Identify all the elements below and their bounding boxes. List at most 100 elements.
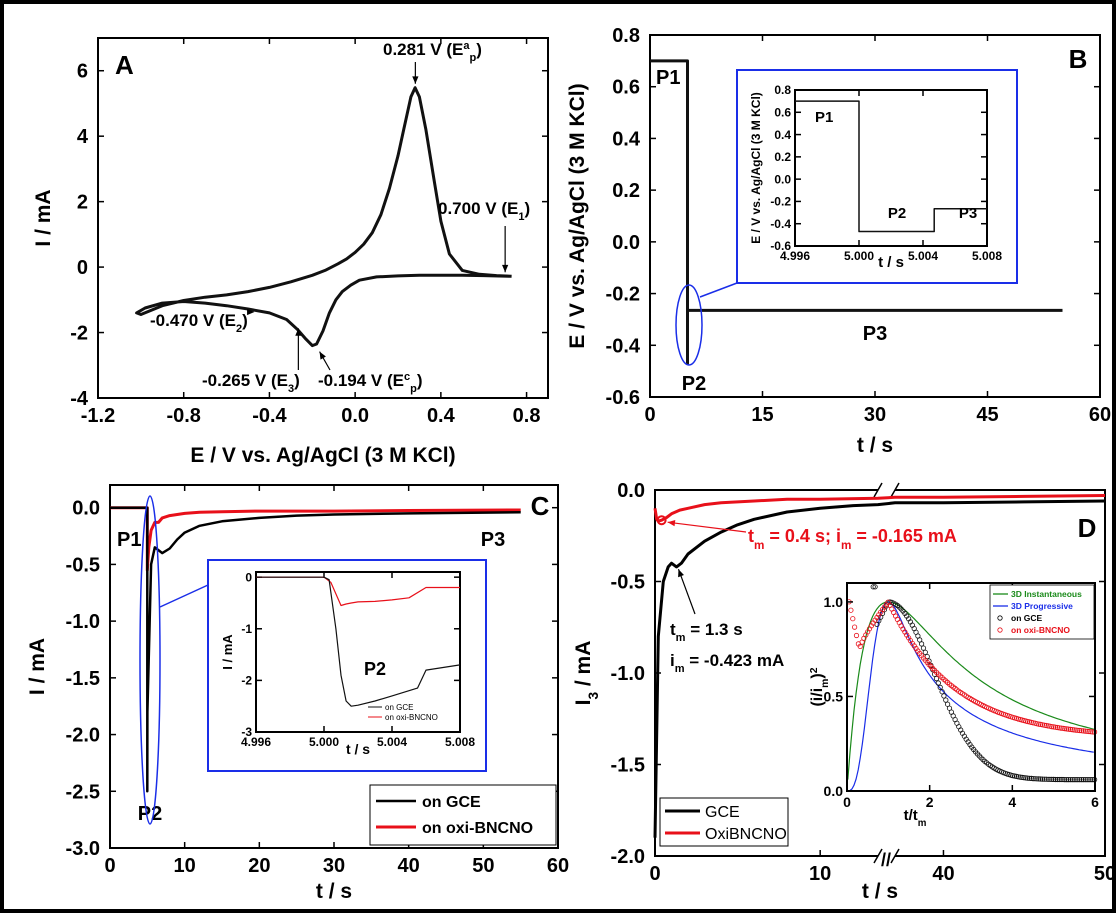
gce-point: [1015, 774, 1021, 780]
annotation-part: (i/i: [809, 688, 826, 707]
annotation-part: t: [670, 620, 676, 639]
y-tick-label: -2: [241, 674, 252, 688]
gce-point: [1079, 776, 1085, 783]
y-tick-label: 0.2: [774, 150, 791, 164]
annotation: -0.194 V (Ecp): [318, 371, 423, 395]
annotation-part: 2: [236, 323, 242, 335]
gce-point: [1047, 776, 1053, 782]
annotation-part: i: [670, 651, 675, 670]
oxi-point: [1030, 720, 1036, 726]
gce-point: [1045, 776, 1051, 782]
oxi-point: [1080, 728, 1087, 734]
oxi-point: [1051, 724, 1057, 730]
annotation-part: 0.281 V (E: [383, 40, 463, 59]
y-tick-label: 0.8: [774, 83, 791, 97]
gce-point: [918, 641, 925, 647]
arrow-head: [247, 308, 255, 316]
annotation-part: m: [918, 818, 927, 829]
y-tick-label: -2.5: [66, 781, 100, 803]
gce-point: [1032, 776, 1038, 782]
y-tick-label: -0.5: [66, 554, 100, 576]
oxi-point: [1043, 722, 1049, 729]
oxi-point: [850, 616, 856, 622]
y-tick-label: -0.6: [770, 239, 791, 253]
oxi-point: [1060, 725, 1066, 731]
annotation-part: t: [748, 526, 754, 546]
oxi-point: [1056, 725, 1062, 731]
oxi-point: [1086, 728, 1092, 735]
x-tick-label: -0.8: [166, 405, 200, 427]
gce-point: [1026, 775, 1033, 781]
gce-point: [1060, 776, 1066, 783]
oxi-point: [1052, 724, 1059, 730]
panel-d-inset-progressive: [847, 601, 1094, 792]
gce-point: [1052, 776, 1059, 783]
panel-d-ylabel: I3 / mA: [572, 641, 601, 706]
panel-a-cv-curve: [135, 86, 512, 348]
annotation-part: -0.194 V (E: [318, 371, 404, 390]
oxi-point: [1025, 718, 1031, 725]
panel-b: 0 15 30 45 60 -0.6 -0.4 -0.2 0.0 0.2 0.4 0.6 0.8 t / …: [566, 25, 1111, 457]
gce-point: [1038, 776, 1044, 782]
x-tick-label: 5.008: [972, 249, 1002, 263]
gce-point: [937, 684, 943, 691]
gce-point: [1049, 776, 1055, 783]
panel-d-series-gce: [653, 499, 1106, 838]
x-tick-label: 60: [547, 855, 569, 877]
oxi-point: [848, 607, 854, 613]
x-tick-label: 40: [932, 863, 954, 885]
y-tick-label: -0.4: [770, 217, 791, 231]
annotation-part: 2: [809, 667, 820, 673]
inset-legend-label: on GCE: [1011, 613, 1042, 623]
x-tick-label: 0: [649, 863, 660, 885]
oxi-point: [851, 624, 858, 630]
x-tick-label: 60: [1089, 404, 1111, 426]
oxi-point: [1079, 728, 1085, 734]
panel-c-p2: P2: [138, 803, 162, 825]
gce-point: [1017, 774, 1023, 780]
gce-point: [1064, 776, 1070, 783]
annotation-part: / mA: [572, 641, 595, 692]
y-tick-label: -2.0: [66, 725, 100, 747]
annotation: -0.470 V (E2): [150, 311, 248, 335]
gce-point: [1019, 774, 1025, 781]
y-tick-label: 0.0: [824, 783, 844, 799]
x-tick-label: 50: [472, 855, 494, 877]
panel-d: //0 10 40 50-2.0-1.5-1.0-0.50.0t / sI3 / mA…: [572, 480, 1116, 903]
panel-c-ylabel: I / mA: [26, 638, 49, 695]
y-tick-label: 0.0: [72, 498, 100, 520]
annotation: 0.281 V (Eap): [383, 40, 482, 64]
panel-d-letter: D: [1078, 513, 1097, 543]
panel-b-zoom-connector: [699, 282, 738, 298]
x-tick-label: 2: [926, 794, 934, 810]
oxi-point: [1028, 719, 1034, 726]
gce-point: [1028, 775, 1034, 782]
oxi-point: [1084, 728, 1090, 734]
gce-point: [870, 584, 876, 590]
gce-point: [1051, 776, 1057, 783]
arrow-head: [295, 328, 302, 336]
y-tick-label: -2: [70, 323, 88, 345]
arrow-head: [502, 264, 509, 273]
oxi-point: [1062, 725, 1068, 732]
panel-d-axis-break: //: [881, 850, 891, 870]
panel-d-inset-oxi-points: [846, 599, 1098, 735]
inset-legend-swatch: [997, 615, 1003, 621]
y-tick-label: -0.2: [606, 284, 640, 306]
oxi-point: [1058, 725, 1064, 731]
arrow-head: [412, 76, 419, 84]
y-tick-label: -4: [70, 388, 89, 410]
gce-point: [1080, 776, 1087, 783]
panel-c-inset-xlabel: t / s: [346, 741, 370, 757]
annotation-part: ): [809, 673, 826, 678]
panel-d-inset-ylabel: (i/im)2: [809, 667, 831, 706]
x-tick-label: 5.004: [377, 735, 407, 749]
y-tick-label: 0.2: [612, 180, 640, 202]
gce-point: [933, 675, 940, 682]
panel-c-legend-oxi: on oxi-BNCNO: [422, 820, 533, 837]
y-tick-label: 1.0: [824, 594, 844, 610]
inset-legend-swatch: [997, 627, 1003, 633]
y-tick-label: 0.0: [612, 232, 640, 254]
x-tick-label: 4.996: [241, 735, 271, 749]
y-tick-label: 0.5: [824, 688, 844, 704]
